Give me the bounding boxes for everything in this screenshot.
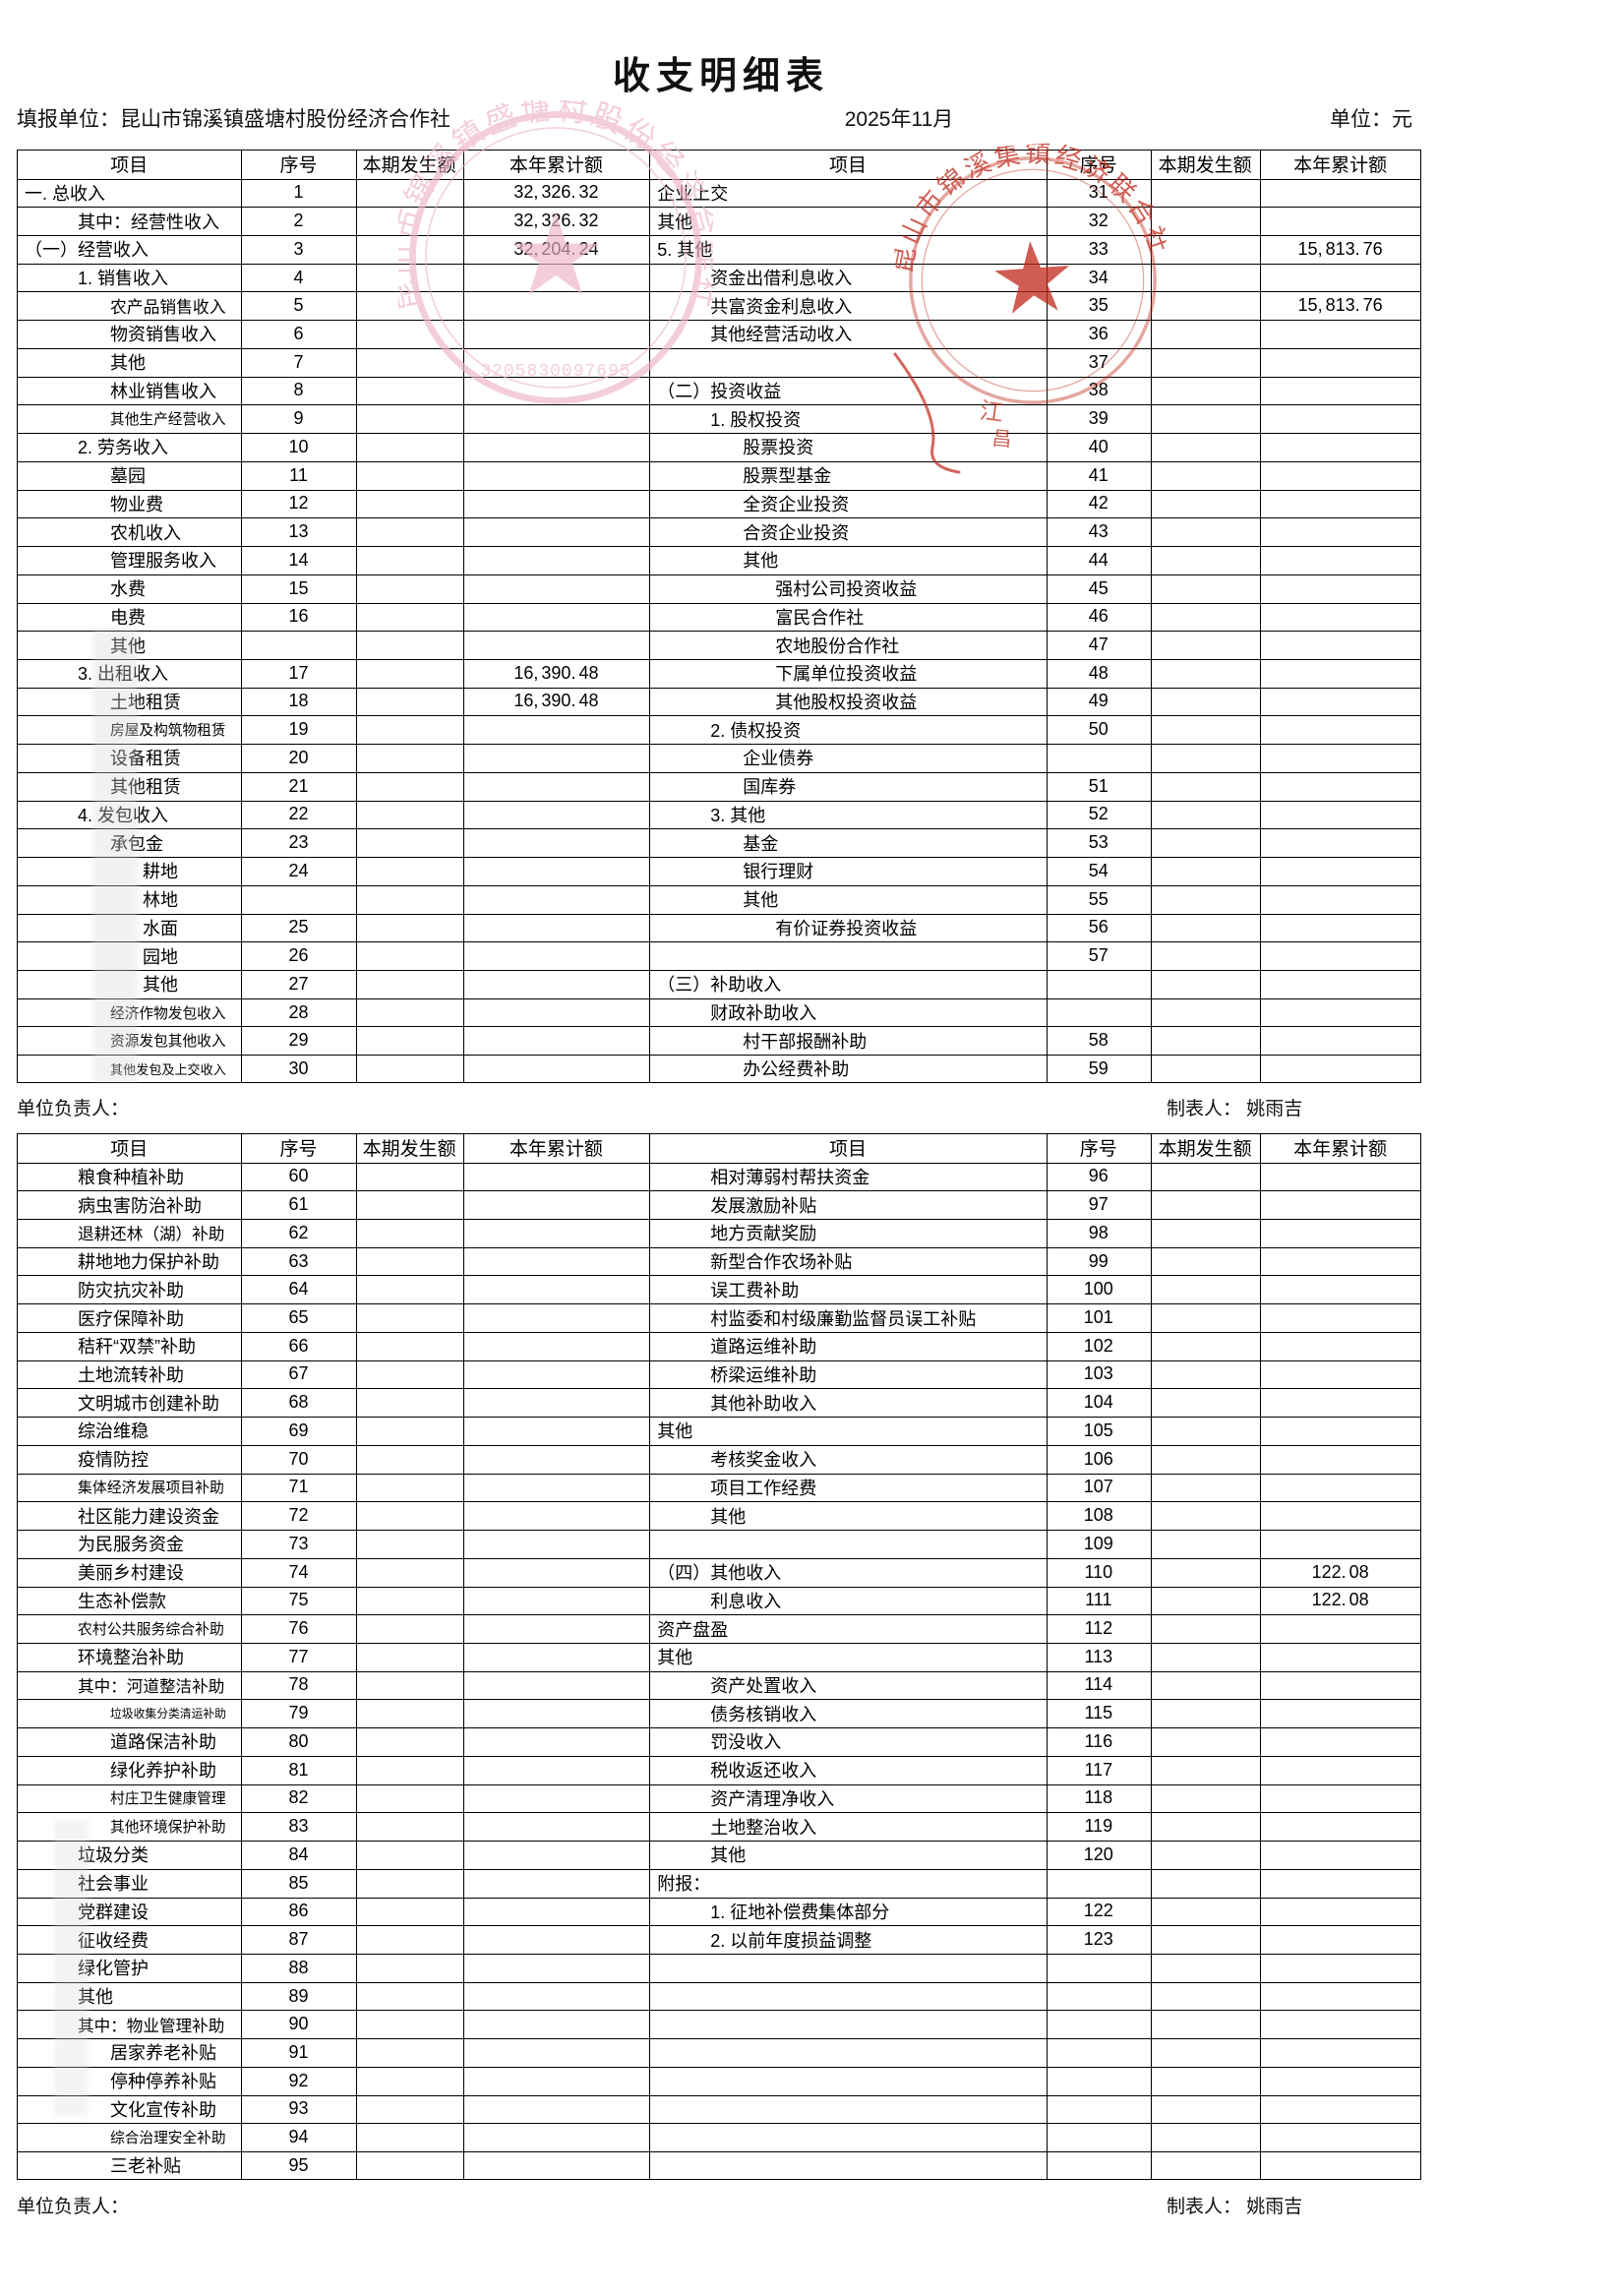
svg-text:昌: 昌 bbox=[991, 428, 1013, 452]
svg-text:江: 江 bbox=[978, 397, 1005, 427]
svg-text:昆山市锦溪镇盛塘村股份经济合作社: 昆山市锦溪镇盛塘村股份经济合作社 bbox=[398, 100, 713, 315]
svg-text:3205830097695: 3205830097695 bbox=[480, 362, 630, 382]
